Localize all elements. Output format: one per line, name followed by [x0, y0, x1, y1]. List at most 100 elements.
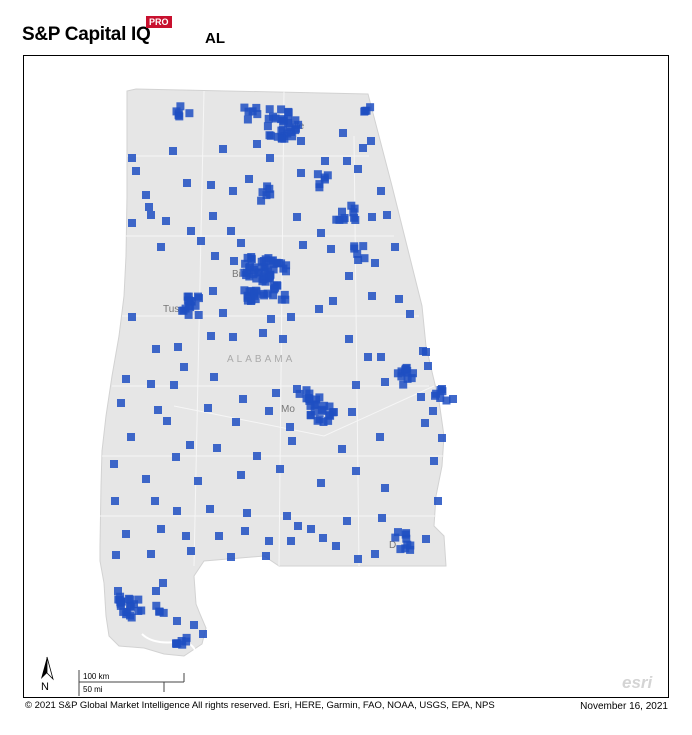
location-marker — [211, 252, 219, 260]
location-marker — [315, 393, 324, 402]
location-marker — [407, 374, 416, 383]
location-marker — [111, 497, 119, 505]
location-marker — [377, 353, 385, 361]
location-marker — [252, 103, 261, 112]
location-marker — [297, 169, 305, 177]
location-marker — [240, 103, 249, 112]
location-marker — [381, 484, 389, 492]
location-marker — [391, 533, 400, 542]
city-label-dothan: D — [389, 540, 396, 551]
location-marker — [122, 530, 130, 538]
location-marker — [116, 592, 125, 601]
location-marker — [128, 154, 136, 162]
location-marker — [371, 550, 379, 558]
location-marker — [315, 180, 324, 189]
location-marker — [449, 395, 457, 403]
location-marker — [274, 259, 283, 267]
location-marker — [219, 309, 227, 317]
location-marker — [432, 389, 441, 398]
location-marker — [215, 532, 223, 540]
location-marker — [229, 333, 237, 341]
location-marker — [269, 291, 278, 300]
location-marker — [339, 215, 348, 224]
location-marker — [265, 273, 274, 282]
location-marker — [173, 507, 181, 515]
location-marker — [237, 239, 245, 247]
location-marker — [194, 292, 202, 301]
location-marker — [409, 369, 417, 378]
location-marker — [332, 542, 340, 550]
location-marker — [354, 165, 362, 173]
location-marker — [354, 256, 363, 264]
location-marker — [253, 110, 262, 119]
location-marker — [319, 534, 327, 542]
location-marker — [360, 107, 369, 116]
location-marker — [313, 170, 322, 179]
location-marker — [265, 184, 274, 193]
location-marker — [326, 411, 335, 420]
location-marker — [257, 257, 266, 266]
location-marker — [354, 555, 362, 563]
location-marker — [181, 304, 190, 313]
location-marker — [377, 187, 385, 195]
location-marker — [422, 348, 430, 356]
location-marker — [434, 497, 442, 505]
location-marker — [438, 434, 446, 442]
location-marker — [219, 145, 227, 153]
location-marker — [237, 471, 245, 479]
location-marker — [180, 363, 188, 371]
location-marker — [421, 419, 429, 427]
location-marker — [359, 242, 368, 251]
location-marker — [283, 115, 292, 124]
location-marker — [252, 274, 261, 283]
location-marker — [442, 396, 451, 405]
location-marker — [383, 211, 391, 219]
city-label-montgomery: Mo — [281, 404, 295, 415]
map-frame[interactable]: ille Bi Tus Mo D ALABAMA — [23, 55, 669, 698]
location-marker — [287, 128, 295, 136]
location-marker — [263, 289, 272, 298]
location-marker — [194, 477, 202, 485]
location-marker — [306, 410, 315, 419]
location-marker — [227, 227, 235, 235]
location-marker — [241, 259, 250, 268]
location-marker — [399, 380, 408, 389]
location-marker — [152, 587, 160, 595]
location-marker — [245, 175, 253, 183]
location-marker — [339, 129, 347, 137]
location-marker — [154, 406, 162, 414]
location-marker — [254, 268, 263, 277]
location-marker — [173, 617, 181, 625]
location-marker — [182, 532, 190, 540]
location-marker — [159, 608, 168, 617]
location-marker — [185, 109, 194, 118]
location-marker — [307, 525, 315, 533]
location-marker — [327, 245, 335, 253]
location-marker — [227, 553, 235, 561]
location-marker — [325, 402, 334, 411]
location-marker — [116, 601, 125, 610]
location-marker — [132, 167, 140, 175]
location-marker — [345, 335, 353, 343]
location-marker — [286, 423, 294, 431]
location-marker — [350, 213, 359, 222]
location-marker — [241, 527, 249, 535]
location-marker — [403, 374, 412, 383]
city-label-birmingham: Bi — [232, 269, 241, 280]
location-marker — [422, 535, 430, 543]
location-marker — [338, 207, 346, 216]
esri-logo: esri — [622, 673, 653, 692]
location-marker — [299, 241, 307, 249]
location-marker — [291, 126, 300, 135]
location-marker — [230, 257, 238, 265]
location-marker — [352, 381, 360, 389]
location-marker — [257, 196, 266, 205]
location-marker — [277, 134, 286, 143]
location-marker — [294, 522, 302, 530]
location-marker — [349, 208, 358, 217]
location-marker — [247, 297, 255, 305]
location-marker — [312, 400, 321, 409]
location-marker — [279, 264, 288, 273]
location-marker — [258, 188, 267, 197]
map-canvas[interactable]: ille Bi Tus Mo D ALABAMA — [24, 56, 669, 698]
